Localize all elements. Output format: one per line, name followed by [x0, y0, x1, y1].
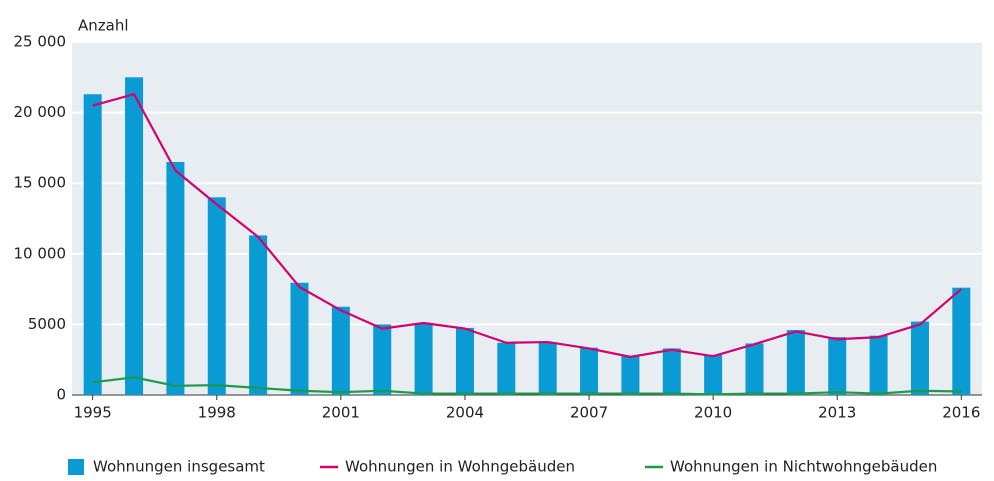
- x-tick-label: 2001: [322, 404, 360, 422]
- y-tick-label: 5000: [28, 315, 66, 333]
- bar: [869, 335, 888, 395]
- x-tick-label: 2016: [942, 404, 980, 422]
- line: [92, 376, 962, 396]
- y-tick-label: 20 000: [14, 103, 67, 121]
- x-tick-label: 2004: [446, 404, 484, 422]
- bar: [249, 235, 268, 395]
- x-tick-label: 2013: [818, 404, 856, 422]
- y-tick-label: 10 000: [14, 244, 67, 262]
- y-tick-label: 25 000: [14, 33, 67, 51]
- bar: [952, 287, 971, 395]
- bar: [910, 321, 929, 395]
- bar: [786, 330, 805, 395]
- bar: [497, 342, 516, 395]
- bar: [373, 324, 392, 395]
- bar: [538, 342, 557, 395]
- bar: [828, 337, 847, 395]
- bar: [83, 94, 102, 395]
- bar: [580, 347, 599, 395]
- bar: [166, 162, 185, 395]
- y-tick-label: 15 000: [14, 174, 67, 192]
- bar: [290, 282, 309, 395]
- legend-label: Wohnungen in Wohngebäuden: [345, 458, 575, 476]
- legend-label: Wohnungen in Nichtwohngebäuden: [670, 458, 937, 476]
- y-tick-label: 0: [56, 386, 66, 404]
- x-tick-label: 2007: [570, 404, 608, 422]
- bar: [745, 343, 764, 395]
- bar: [414, 322, 433, 395]
- x-tick-label: 1998: [198, 404, 236, 422]
- bar: [207, 197, 226, 395]
- bar: [125, 77, 144, 396]
- bar: [621, 356, 640, 395]
- bar: [455, 327, 474, 395]
- legend-label: Wohnungen insgesamt: [93, 458, 265, 476]
- y-axis-label: Anzahl: [78, 17, 129, 35]
- x-tick-label: 2010: [694, 404, 732, 422]
- x-tick-label: 1995: [74, 404, 112, 422]
- bar: [662, 348, 681, 395]
- legend-swatch: [68, 459, 84, 475]
- bar: [331, 306, 350, 395]
- line: [92, 93, 963, 358]
- bar: [704, 354, 723, 395]
